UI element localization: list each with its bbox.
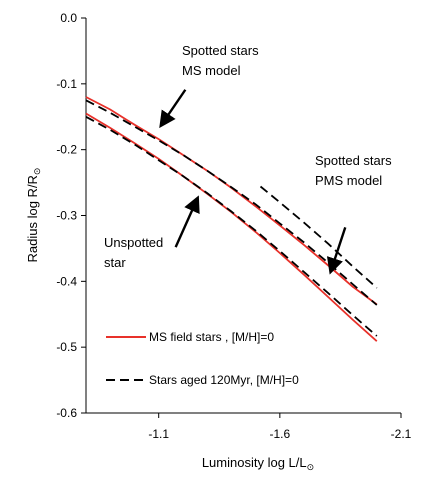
annotation-text: PMS model [315, 173, 382, 188]
annotation-arrow [174, 195, 200, 248]
series-layer [85, 96, 378, 342]
x-tick-label: -1.1 [148, 427, 169, 441]
series-line-3 [85, 99, 378, 306]
annotation-text: Spotted stars [182, 43, 259, 58]
y-tick-label: 0.0 [60, 11, 77, 25]
x-tick-label: -1.6 [270, 427, 291, 441]
axes [85, 18, 401, 414]
series-line-2 [85, 112, 378, 342]
x-tick-label: -2.1 [391, 427, 412, 441]
annotation-arrow [326, 226, 347, 275]
annotation-text: Spotted stars [315, 153, 392, 168]
y-axis-label: Radius log R/R⊙ [25, 168, 42, 263]
legend: MS field stars , [M/H]=0 Stars aged 120My… [106, 330, 299, 387]
annotations: Spotted stars MS model Spotted stars PMS mo… [104, 43, 392, 275]
y-tick-label: -0.6 [56, 406, 77, 420]
series-line-5 [259, 185, 378, 289]
series-line-1 [85, 96, 378, 306]
legend-label: Stars aged 120Myr, [M/H]=0 [149, 373, 299, 387]
y-tick-label: -0.2 [56, 143, 77, 157]
ticks: 0.0 -0.1 -0.2 -0.3 -0.4 -0.5 -0.6 -1.1 -1.6 -2.1 [56, 11, 411, 441]
x-axis-label: Luminosity log L/L⊙ [202, 455, 314, 472]
annotation-text: star [104, 255, 126, 270]
y-tick-label: -0.3 [56, 209, 77, 223]
y-tick-label: -0.4 [56, 274, 77, 288]
annotation-text: Unspotted [104, 235, 163, 250]
series-line-4 [85, 116, 378, 337]
legend-label: MS field stars , [M/H]=0 [149, 330, 274, 344]
annotation-text: MS model [182, 63, 241, 78]
annotation-arrow [159, 89, 187, 129]
y-tick-label: -0.1 [56, 77, 77, 91]
y-tick-label: -0.5 [56, 340, 77, 354]
